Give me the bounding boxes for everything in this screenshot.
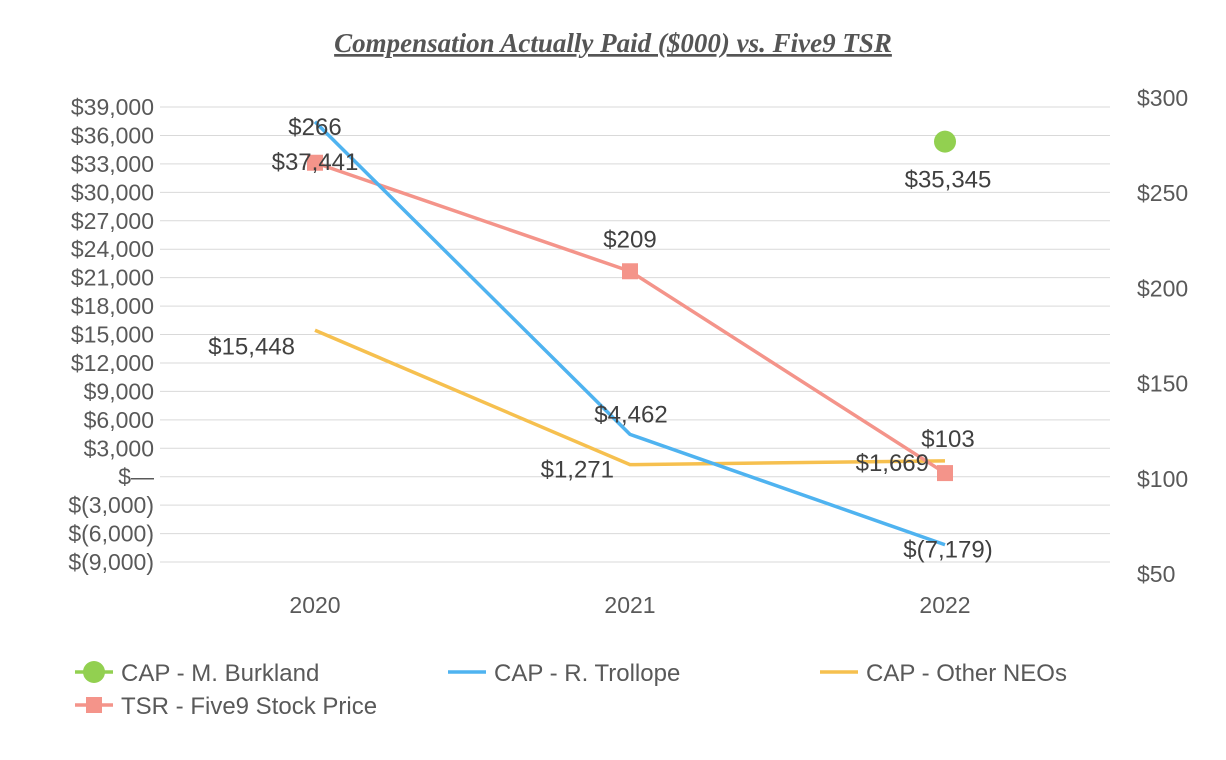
right-tick-label: $50 [1137, 561, 1175, 587]
legend-swatch-marker [83, 661, 105, 683]
cap-r-trollope-data-label: $(7,179) [903, 537, 992, 564]
x-axis: 2020 2021 2022 [289, 592, 970, 618]
legend-item-cap-r-trollope: CAP - R. Trollope [448, 660, 680, 687]
legend-swatch-marker [86, 697, 102, 713]
right-tick-label: $100 [1137, 466, 1188, 492]
legend-label: CAP - R. Trollope [494, 660, 680, 687]
left-tick-label: $18,000 [71, 293, 154, 319]
legend-item-cap-m-burkland: CAP - M. Burkland [75, 660, 319, 687]
left-tick-label: $6,000 [84, 407, 154, 433]
left-tick-label: $24,000 [71, 236, 154, 262]
cap-other-neos-line [314, 328, 946, 467]
left-tick-label: $33,000 [71, 151, 154, 177]
legend-label: CAP - M. Burkland [121, 660, 319, 687]
chart-title: Compensation Actually Paid ($000) vs. Fi… [334, 28, 892, 58]
series-layer [307, 120, 956, 547]
tsr-five9-stock-price-data-label: $209 [603, 226, 656, 253]
right-tick-label: $250 [1137, 180, 1188, 206]
left-tick-label: $(9,000) [68, 549, 154, 575]
right-tick-label: $200 [1137, 275, 1188, 301]
tsr-five9-stock-price-point [622, 263, 638, 280]
cap-other-neos-data-label: $1,271 [541, 457, 614, 484]
cap-m-burkland-data-label: $35,345 [905, 167, 992, 194]
left-axis: $(9,000)$(6,000) $(3,000)$— $3,000$6,000 $9… [68, 94, 154, 575]
right-tick-label: $300 [1137, 85, 1188, 111]
left-tick-label: $30,000 [71, 179, 154, 205]
legend-label: TSR - Five9 Stock Price [121, 693, 377, 720]
left-tick-label: $15,000 [71, 322, 154, 348]
tsr-five9-stock-price-data-label: $103 [921, 426, 974, 453]
tsr-five9-stock-price-point [307, 154, 323, 171]
legend-item-cap-other-neos: CAP - Other NEOs [820, 660, 1067, 687]
cap-m-burkland-point [934, 130, 956, 153]
gridlines [160, 106, 1110, 563]
left-tick-label: $39,000 [71, 94, 154, 120]
cap-r-trollope-data-label: $37,441 [272, 149, 359, 176]
cap-r-trollope-data-label: $4,462 [594, 401, 667, 428]
x-tick-label: 2021 [604, 592, 655, 618]
left-tick-label: $12,000 [71, 350, 154, 376]
left-tick-label: $21,000 [71, 265, 154, 291]
left-tick-label: $9,000 [84, 378, 154, 404]
right-tick-label: $150 [1137, 371, 1188, 397]
x-tick-label: 2020 [289, 592, 340, 618]
cap-r-trollope-line [313, 120, 946, 547]
left-tick-label: $— [118, 464, 154, 490]
tsr-five9-stock-price-point [937, 465, 953, 482]
legend: CAP - M. Burkland CAP - R. Trollope CAP - … [75, 660, 1067, 720]
left-tick-label: $(3,000) [68, 492, 154, 518]
cap-other-neos-data-label: $1,669 [856, 450, 929, 477]
left-tick-label: $27,000 [71, 208, 154, 234]
left-tick-label: $3,000 [84, 435, 154, 461]
data-labels: $35,345 $37,441 $4,462 $(7,179) $15,448 $1,27… [208, 114, 992, 564]
x-tick-label: 2022 [919, 592, 970, 618]
legend-item-tsr-five9-stock-price: TSR - Five9 Stock Price [75, 693, 377, 720]
right-axis: $50 $100 $150 $200 $250 $300 [1137, 85, 1188, 587]
tsr-five9-stock-price-data-label: $266 [288, 114, 341, 141]
left-tick-label: $36,000 [71, 122, 154, 148]
legend-label: CAP - Other NEOs [866, 660, 1067, 687]
left-tick-label: $(6,000) [68, 521, 154, 547]
cap-other-neos-data-label: $15,448 [208, 333, 295, 360]
